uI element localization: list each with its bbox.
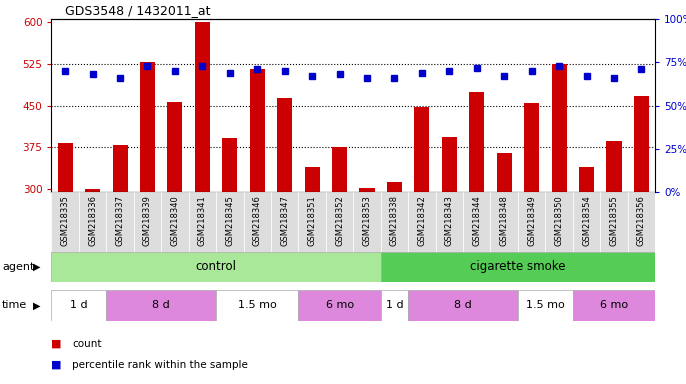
- Text: GSM218336: GSM218336: [88, 195, 97, 247]
- Text: GSM218350: GSM218350: [554, 195, 564, 246]
- Bar: [414, 107, 429, 192]
- Text: cigarette smoke: cigarette smoke: [470, 260, 566, 273]
- Bar: [381, 290, 408, 321]
- Text: 8 d: 8 d: [454, 300, 472, 310]
- Bar: [85, 189, 100, 192]
- Text: 6 mo: 6 mo: [326, 300, 353, 310]
- Text: GSM218356: GSM218356: [637, 195, 646, 246]
- Text: GSM218343: GSM218343: [445, 195, 454, 246]
- Bar: [244, 192, 271, 259]
- Bar: [579, 167, 594, 192]
- Text: GSM218353: GSM218353: [362, 195, 372, 246]
- Text: GSM218335: GSM218335: [60, 195, 70, 246]
- Bar: [298, 192, 326, 259]
- Bar: [408, 290, 518, 321]
- Text: GSM218340: GSM218340: [170, 195, 180, 246]
- Bar: [51, 252, 381, 282]
- Text: GSM218348: GSM218348: [499, 195, 509, 246]
- Bar: [442, 137, 457, 192]
- Bar: [332, 147, 347, 192]
- Bar: [573, 192, 600, 259]
- Text: GSM218351: GSM218351: [307, 195, 317, 246]
- Text: time: time: [2, 300, 27, 310]
- Text: GSM218352: GSM218352: [335, 195, 344, 246]
- Text: ■: ■: [51, 339, 62, 349]
- Bar: [305, 167, 320, 192]
- Bar: [216, 192, 244, 259]
- Bar: [518, 290, 573, 321]
- Text: percentile rank within the sample: percentile rank within the sample: [72, 360, 248, 370]
- Bar: [222, 138, 237, 192]
- Text: GSM218354: GSM218354: [582, 195, 591, 246]
- Bar: [51, 290, 106, 321]
- Text: GSM218346: GSM218346: [252, 195, 262, 246]
- Text: 1.5 mo: 1.5 mo: [526, 300, 565, 310]
- Text: GSM218349: GSM218349: [527, 195, 536, 246]
- Text: 6 mo: 6 mo: [600, 300, 628, 310]
- Bar: [518, 192, 545, 259]
- Bar: [277, 98, 292, 192]
- Bar: [113, 145, 128, 192]
- Bar: [161, 192, 189, 259]
- Text: ▶: ▶: [33, 300, 40, 310]
- Bar: [298, 290, 381, 321]
- Bar: [573, 290, 655, 321]
- Bar: [545, 192, 573, 259]
- Bar: [387, 182, 402, 192]
- Bar: [106, 192, 134, 259]
- Text: control: control: [196, 260, 237, 273]
- Bar: [58, 143, 73, 192]
- Bar: [216, 290, 298, 321]
- Text: GSM218341: GSM218341: [198, 195, 207, 246]
- Text: GSM218338: GSM218338: [390, 195, 399, 247]
- Text: count: count: [72, 339, 102, 349]
- Bar: [552, 65, 567, 192]
- Text: ■: ■: [51, 360, 62, 370]
- Bar: [353, 192, 381, 259]
- Bar: [463, 192, 490, 259]
- Text: agent: agent: [2, 262, 34, 272]
- Text: 1 d: 1 d: [70, 300, 88, 310]
- Bar: [408, 192, 436, 259]
- Bar: [189, 192, 216, 259]
- Text: GSM218355: GSM218355: [609, 195, 619, 246]
- Bar: [497, 153, 512, 192]
- Text: 8 d: 8 d: [152, 300, 170, 310]
- Text: GSM218345: GSM218345: [225, 195, 235, 246]
- Bar: [134, 192, 161, 259]
- Bar: [167, 102, 182, 192]
- Text: GDS3548 / 1432011_at: GDS3548 / 1432011_at: [65, 4, 211, 17]
- Bar: [490, 192, 518, 259]
- Bar: [600, 192, 628, 259]
- Text: GSM218347: GSM218347: [280, 195, 289, 246]
- Bar: [634, 96, 649, 192]
- Bar: [140, 62, 155, 192]
- Text: GSM218344: GSM218344: [472, 195, 482, 246]
- Bar: [79, 192, 106, 259]
- Bar: [436, 192, 463, 259]
- Text: 1.5 mo: 1.5 mo: [238, 300, 276, 310]
- Bar: [271, 192, 298, 259]
- Text: ▶: ▶: [33, 262, 40, 272]
- Bar: [250, 69, 265, 192]
- Bar: [524, 103, 539, 192]
- Text: GSM218342: GSM218342: [417, 195, 427, 246]
- Bar: [195, 22, 210, 192]
- Text: GSM218339: GSM218339: [143, 195, 152, 246]
- Bar: [359, 187, 375, 192]
- Text: 1 d: 1 d: [386, 300, 403, 310]
- Bar: [469, 92, 484, 192]
- Bar: [381, 192, 408, 259]
- Text: GSM218337: GSM218337: [115, 195, 125, 247]
- Bar: [106, 290, 216, 321]
- Bar: [326, 192, 353, 259]
- Bar: [606, 141, 622, 192]
- Bar: [51, 192, 79, 259]
- Bar: [628, 192, 655, 259]
- Bar: [381, 252, 655, 282]
